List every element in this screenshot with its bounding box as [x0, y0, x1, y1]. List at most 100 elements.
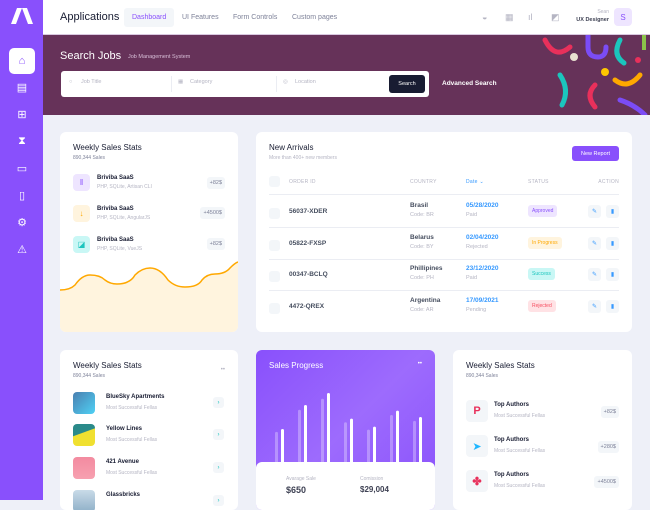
thumbnail-glassbricks [73, 490, 95, 510]
trash-icon[interactable]: ▮ [606, 299, 619, 313]
location-icon: ◎ [283, 79, 288, 85]
download-icon: ↓ [73, 205, 90, 222]
sidebar-item-monitor[interactable]: ▭ [9, 155, 35, 181]
chart-icon[interactable]: ıl [528, 12, 533, 22]
search-icon: ○ [69, 79, 73, 85]
col-order-id[interactable]: ORDER ID [289, 179, 316, 185]
row-checkbox[interactable] [269, 271, 280, 282]
edit-icon[interactable]: ✎ [588, 268, 601, 281]
bar-shadow [321, 398, 324, 465]
sales-progress-card: Sales Progress •• Avarage Sale $650 Comi… [256, 350, 435, 510]
item-name: Briviba SaaS [97, 237, 134, 243]
monitor-icon: ▭ [16, 162, 28, 175]
item-value: +4500$ [200, 207, 225, 219]
country-code: Code: PH [410, 275, 434, 281]
status-badge: In Progress [528, 236, 562, 249]
clipboard-icon: ▤ [16, 81, 28, 94]
card-subtitle: 890,344 Sales [73, 155, 105, 161]
app-title: Applications [60, 11, 120, 23]
header: Applications Dashboard UI Features Form … [43, 0, 650, 35]
nav-custom-pages[interactable]: Custom pages [292, 14, 338, 21]
search-banner: Search Jobs Job Management System ○ Job … [43, 35, 650, 115]
trash-icon[interactable]: ▮ [606, 236, 619, 250]
edit-icon[interactable]: ✎ [588, 205, 601, 218]
item-name: Top Authors [494, 472, 529, 478]
sidebar-item-document[interactable]: ▯ [9, 182, 35, 208]
category-select[interactable]: Category [190, 79, 213, 85]
nav-form-controls[interactable]: Form Controls [233, 14, 278, 21]
status-badge: Rejected [528, 299, 556, 312]
thumbnail-yellow-lines [73, 424, 95, 446]
bar [327, 393, 330, 465]
inbox-icon: ⊞ [17, 108, 27, 121]
payment-status: Rejected [466, 243, 488, 250]
bar-shadow [390, 414, 393, 465]
more-dots-icon[interactable]: •• [417, 361, 422, 367]
item-name: Yellow Lines [106, 426, 143, 432]
bar [396, 410, 399, 465]
more-dots-icon[interactable]: •• [220, 367, 225, 373]
row-checkbox[interactable] [269, 208, 280, 219]
job-title-input[interactable]: Job Title [81, 79, 102, 85]
new-report-button[interactable]: New Report [572, 146, 619, 161]
nav-ui-features[interactable]: UI Features [182, 14, 219, 21]
sidebar-item-clipboard[interactable]: ▤ [9, 74, 35, 100]
bar-shadow [367, 429, 370, 465]
col-status[interactable]: STATUS [528, 179, 549, 185]
arrow-right-icon[interactable]: › [213, 429, 224, 440]
item-desc: PHP, SQLite, AngularJS [97, 215, 151, 221]
item-desc: Most Successful Fellas [106, 405, 158, 411]
divider [171, 76, 172, 92]
search-box: ○ Job Title ▦ Category ◎ Location Search [61, 71, 429, 97]
sidebar-item-inbox[interactable]: ⊞ [9, 101, 35, 127]
sales-progress-footer: Avarage Sale $650 Comission $29,004 [256, 462, 435, 510]
divider [269, 258, 619, 260]
trash-icon[interactable]: ▮ [606, 205, 619, 218]
weekly-sales-card: Weekly Sales Stats 890,344 Sales ‖ Brivi… [60, 132, 238, 332]
nav-dashboard[interactable]: Dashboard [124, 8, 175, 27]
sidebar-item-warning[interactable]: ⚠ [9, 236, 35, 262]
bar [350, 418, 353, 465]
item-desc: PHP, SQLite, VueJS [97, 246, 143, 252]
chevron-down-icon: ⌄ [479, 179, 484, 185]
search-button[interactable]: Search [389, 75, 425, 93]
banner-title: Search Jobs [60, 50, 122, 62]
select-all-checkbox[interactable] [269, 176, 280, 187]
status-badge: Approved [528, 205, 558, 217]
sidebar-item-settings[interactable]: ⚙ [9, 209, 35, 235]
chart-icon: ◪ [73, 236, 90, 253]
sidebar-item-hourglass[interactable]: ⧗ [9, 128, 35, 154]
row-checkbox[interactable] [269, 239, 280, 251]
new-arrivals-card: New Arrivals More than 400+ new members … [256, 132, 632, 332]
pinterest-logo-icon: P [466, 400, 488, 422]
country: Phillipines [410, 265, 443, 272]
item-desc: Most Successful Fellas [494, 413, 546, 419]
order-date: 05/28/2020 [466, 202, 499, 209]
user-name: Sean [597, 9, 609, 15]
grid-icon[interactable]: ▦ [505, 12, 514, 22]
bar-shadow [298, 409, 301, 465]
trash-icon[interactable]: ▮ [606, 268, 619, 281]
col-date-label: Date [466, 179, 478, 185]
arrow-right-icon[interactable]: › [213, 397, 224, 408]
row-checkbox[interactable] [269, 302, 280, 314]
home-icon: ⌂ [18, 55, 26, 67]
bar-shadow [344, 422, 347, 465]
sales-progress-bars [275, 393, 422, 465]
bar [373, 426, 376, 465]
arrow-right-icon[interactable]: › [213, 462, 224, 473]
item-desc: Most Successful Fellas [494, 483, 546, 489]
edit-icon[interactable]: ✎ [588, 236, 601, 250]
edit-icon[interactable]: ✎ [588, 299, 601, 313]
sidebar-item-home[interactable]: ⌂ [9, 48, 35, 74]
card-subtitle: 890,344 Sales [73, 373, 105, 379]
avatar[interactable]: S [614, 8, 632, 26]
col-country[interactable]: COUNTRY [410, 179, 437, 185]
item-name: Top Authors [494, 437, 529, 443]
layers-icon[interactable]: ◩ [551, 12, 560, 22]
arrow-right-icon[interactable]: › [213, 495, 224, 506]
advanced-search-link[interactable]: Advanced Search [442, 80, 497, 87]
basket-icon[interactable]: ◒ [482, 12, 488, 22]
location-input[interactable]: Location [295, 79, 316, 85]
col-date[interactable]: Date ⌄ [466, 179, 484, 185]
